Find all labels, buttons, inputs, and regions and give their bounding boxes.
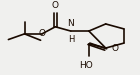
Text: O: O <box>112 44 119 53</box>
Text: O: O <box>52 1 59 10</box>
Text: O: O <box>38 29 46 38</box>
Text: N: N <box>67 19 74 28</box>
Text: HO: HO <box>79 61 93 70</box>
Text: H: H <box>68 35 75 44</box>
